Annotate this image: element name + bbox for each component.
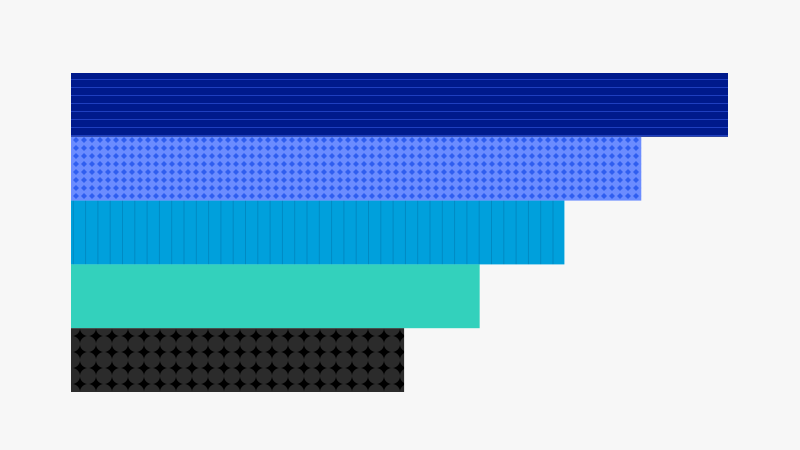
bar-4 [71, 264, 480, 329]
bar-1 [71, 73, 728, 137]
bar-3 [71, 200, 565, 265]
bar-5 [71, 328, 405, 392]
bar-2 [71, 136, 642, 201]
